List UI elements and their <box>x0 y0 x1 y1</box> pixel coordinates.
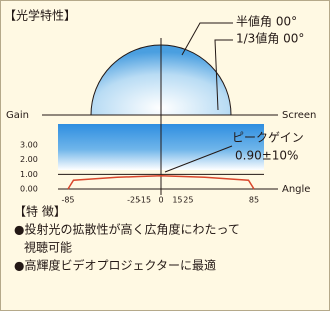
label: 1/3値角 00° <box>236 31 304 46</box>
y-tick-label: 1.00 <box>20 170 38 179</box>
annotation: 0.90±10% <box>235 149 298 163</box>
annotation: ピークゲイン <box>232 131 304 145</box>
x-tick-label: -15 <box>138 196 151 205</box>
x-tick-label: -85 <box>61 196 74 205</box>
x-tick-label: 15 <box>172 196 182 205</box>
label: Screen <box>282 110 316 121</box>
label: 半値角 00° <box>236 14 297 29</box>
feature-text: ●投射光の拡散性が高く広角度にわたって <box>14 222 240 237</box>
label: Gain <box>6 110 29 121</box>
x-tick-label: 25 <box>183 196 193 205</box>
feature-text: ●高輝度ビデオプロジェクターに最適 <box>14 258 216 273</box>
x-axis-label: Angle <box>282 184 310 195</box>
y-tick-label: 0.00 <box>20 185 38 194</box>
y-tick-label: 2.00 <box>20 155 38 164</box>
features-title: 【特 徴】 <box>14 204 66 219</box>
feature-text: 視聴可能 <box>24 240 72 255</box>
section-title: 【光学特性】 <box>4 8 76 23</box>
panel: 【光学特性】 半値角 00° 1/3値角 00° Gain Screen ピーク… <box>0 0 330 311</box>
y-tick-label: 3.00 <box>20 141 38 150</box>
x-tick-label: 85 <box>249 196 259 205</box>
x-tick-label: 0 <box>158 196 163 205</box>
